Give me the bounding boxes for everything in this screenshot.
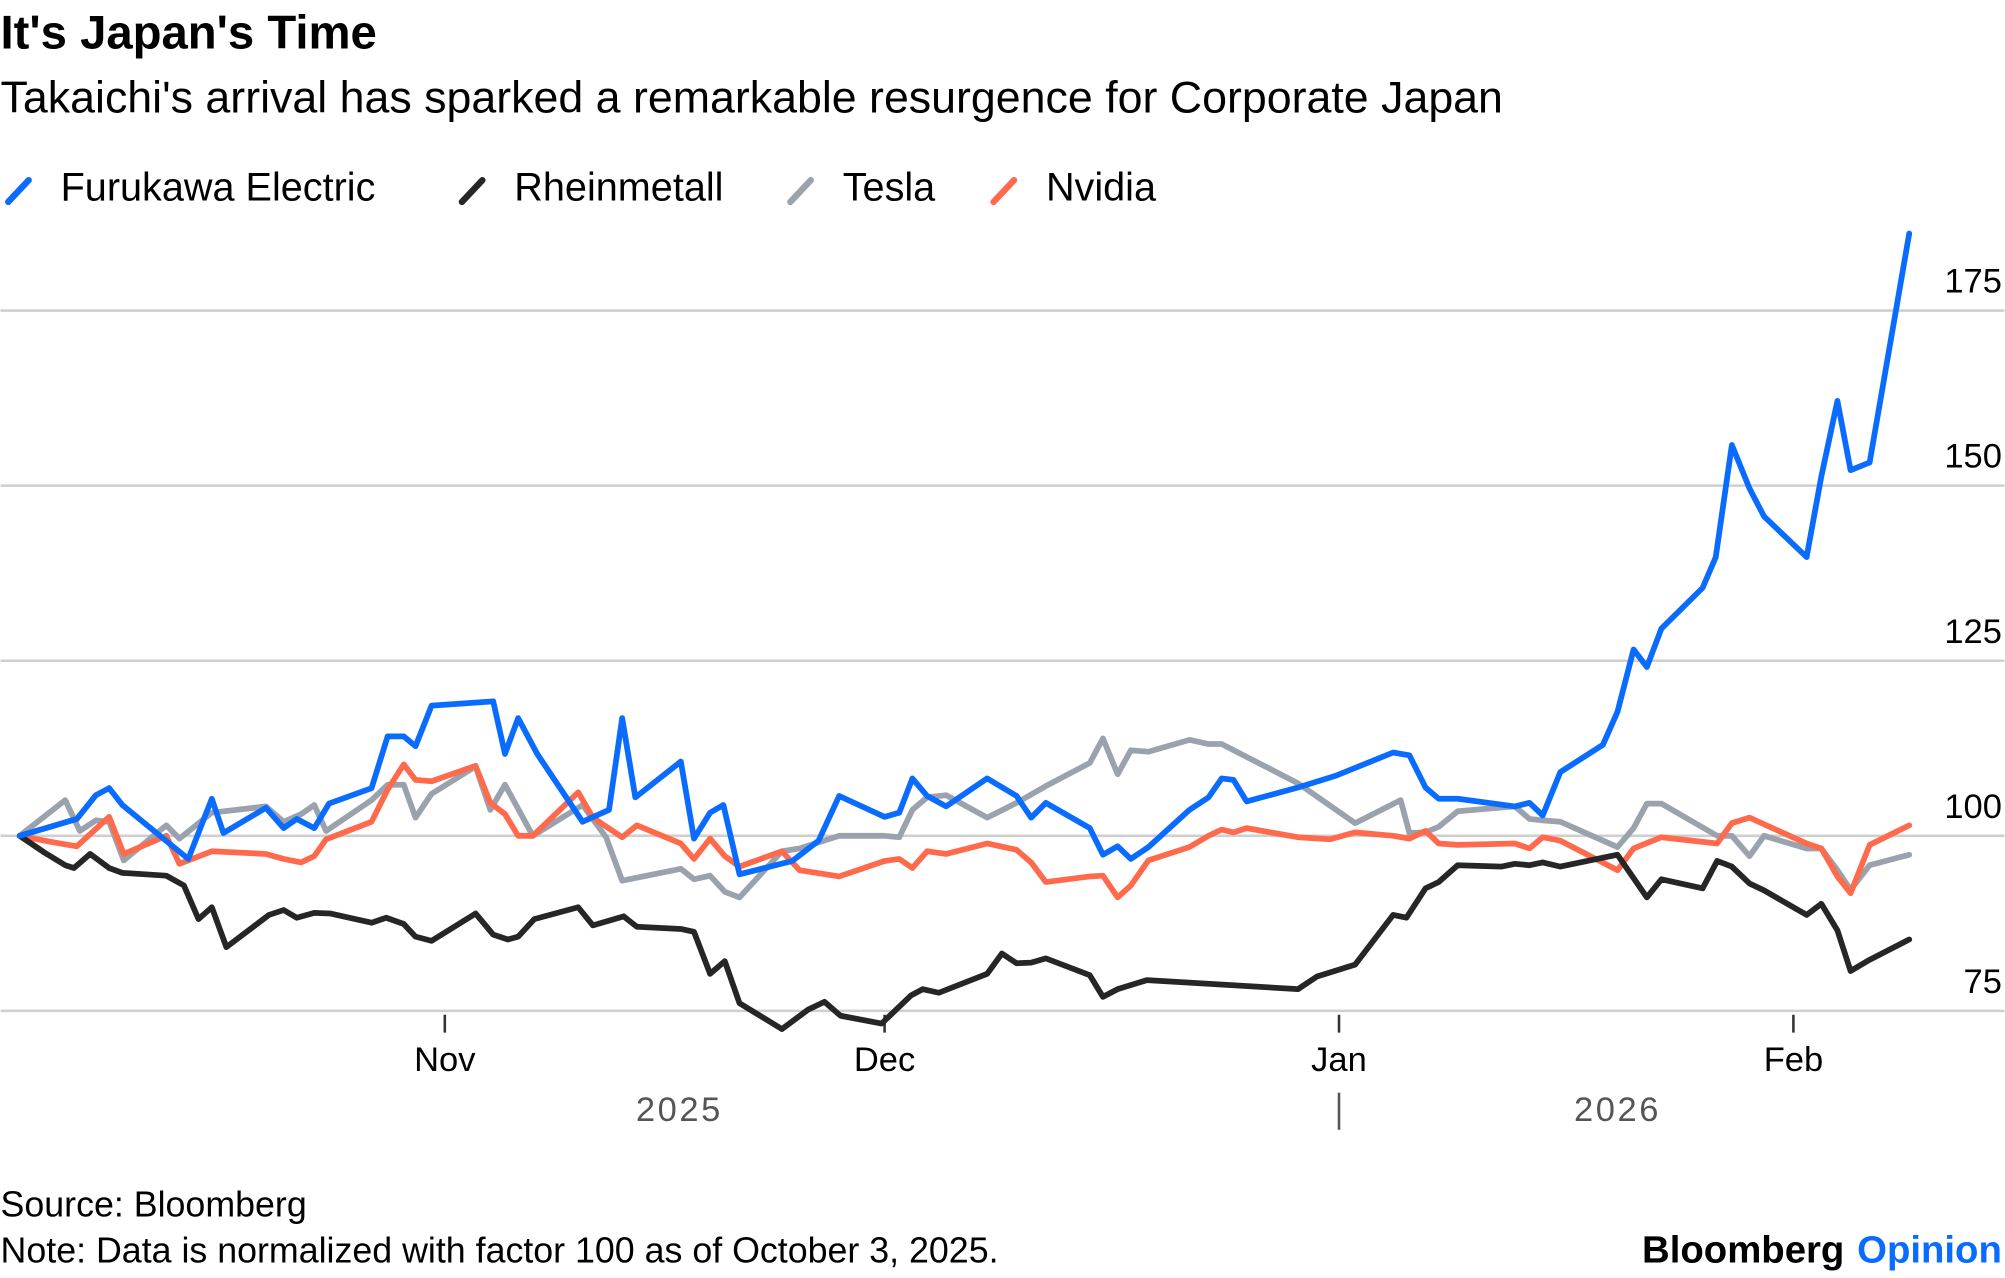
legend-label: Nvidia — [1046, 166, 1157, 210]
year-label: 2026 — [1574, 1091, 1661, 1129]
legend: Furukawa Electric Rheinmetall Tesla Nvidia — [5, 166, 1157, 210]
chart-title: It's Japan's Time — [1, 7, 377, 60]
x-axis: Nov Dec Jan Feb 2025 2026 — [414, 1014, 1823, 1130]
series-line-tesla — [16, 735, 1913, 901]
series-line-furukawa-electric — [16, 230, 1913, 878]
x-tick-label: Dec — [854, 1041, 915, 1079]
x-tick-label: Nov — [414, 1041, 476, 1079]
y-tick-label: 100 — [1944, 788, 2002, 826]
legend-label: Furukawa Electric — [61, 166, 376, 210]
bloomberg-opinion-logo: Bloomberg Opinion — [1642, 1229, 2002, 1272]
gridlines — [0, 309, 2005, 1013]
source-note: Source: Bloomberg — [1, 1185, 307, 1225]
year-label: 2025 — [636, 1091, 723, 1129]
legend-swatch-icon — [990, 177, 1018, 206]
data-note: Note: Data is normalized with factor 100… — [1, 1231, 999, 1271]
legend-label: Rheinmetall — [514, 166, 723, 210]
legend-swatch-icon — [787, 177, 814, 206]
series-line-rheinmetall — [16, 832, 1913, 1032]
legend-swatch-icon — [5, 177, 32, 206]
y-tick-label: 125 — [1944, 613, 2002, 651]
brand-suffix: Opinion — [1857, 1229, 2002, 1272]
x-tick-label: Feb — [1764, 1041, 1823, 1079]
series-line-nvidia — [16, 761, 1913, 901]
legend-label: Tesla — [843, 166, 936, 210]
y-tick-label: 175 — [1944, 263, 2002, 301]
x-tick-label: Jan — [1311, 1041, 1367, 1079]
series-lines — [16, 230, 1913, 1032]
y-tick-label: 150 — [1944, 438, 2002, 476]
legend-swatch-icon — [458, 177, 486, 206]
brand-name: Bloomberg — [1642, 1229, 1844, 1272]
y-axis-labels: 75 100 125 150 175 — [1944, 263, 2002, 1001]
chart-subtitle: Takaichi's arrival has sparked a remarka… — [1, 73, 1503, 122]
y-tick-label: 75 — [1964, 963, 2002, 1001]
